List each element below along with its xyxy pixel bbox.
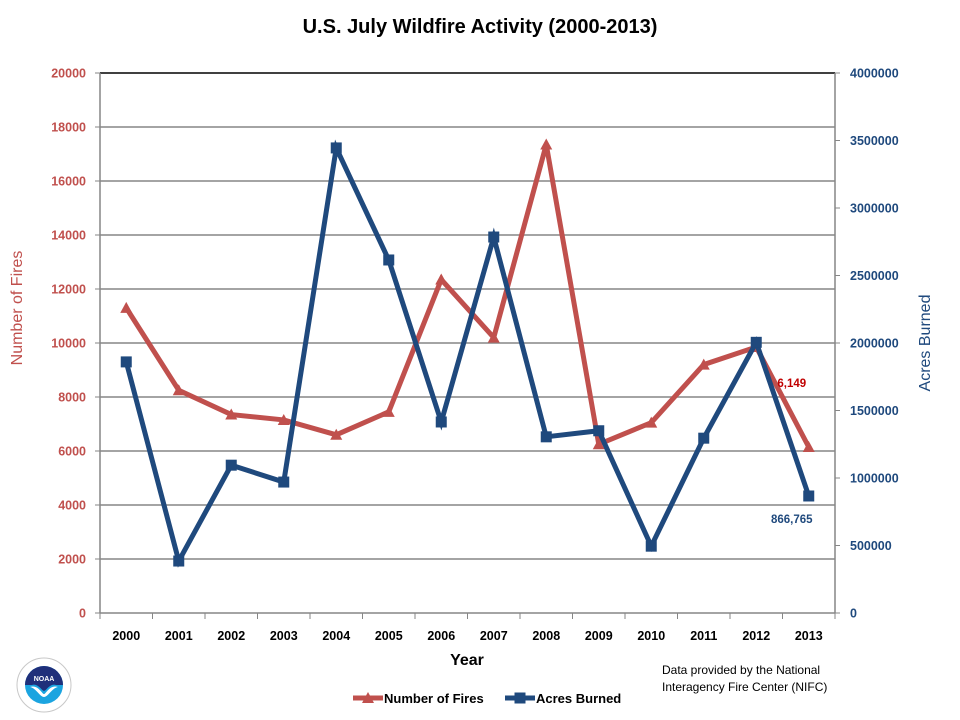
data-point-acres-burned: [173, 555, 185, 567]
data-point-acres-burned: [593, 425, 605, 437]
chart-title: U.S. July Wildfire Activity (2000-2013): [303, 16, 658, 38]
x-tick-label: 2006: [427, 629, 455, 643]
noaa-logo: NOAA: [16, 657, 72, 713]
x-tick-label: 2002: [217, 629, 245, 643]
left-axis-title: Number of Fires: [9, 251, 26, 366]
legend-swatch-marker: [514, 692, 526, 704]
data-point-number-of-fires: [225, 408, 238, 420]
x-tick-label: 2007: [480, 629, 508, 643]
left-axis-ticks: 0 2000 4000 6000 8000 10000 12000 14000 16000 180…: [51, 67, 100, 621]
right-tick-label: 0: [850, 607, 857, 621]
data-point-number-of-fires: [487, 331, 500, 343]
data-point-number-of-fires: [172, 384, 185, 396]
data-point-acres-burned: [435, 416, 447, 428]
data-point-number-of-fires: [697, 358, 710, 370]
data-point-number-of-fires: [540, 138, 553, 150]
data-point-acres-burned: [698, 432, 710, 444]
data-point-number-of-fires: [330, 428, 343, 440]
data-point-number-of-fires: [277, 413, 290, 425]
right-tick-label: 500000: [850, 539, 892, 553]
data-point-acres-burned: [645, 540, 657, 552]
data-point-number-of-fires: [802, 440, 815, 452]
noaa-logo-text: NOAA: [34, 676, 55, 683]
x-tick-label: 2001: [165, 629, 193, 643]
x-axis-title: Year: [450, 652, 484, 669]
right-tick-label: 3500000: [850, 134, 899, 148]
series-group: [120, 138, 815, 568]
right-axis-ticks: 0 500000 1000000 1500000 2000000 2500000 30000…: [835, 67, 899, 621]
x-tick-label: 2009: [585, 629, 613, 643]
data-point-acres-burned: [750, 336, 762, 348]
legend-label: Acres Burned: [536, 691, 621, 706]
gridlines: [100, 72, 835, 560]
source-line-2: Interagency Fire Center (NIFC): [662, 680, 828, 694]
x-tick-label: 2012: [742, 629, 770, 643]
right-tick-label: 2500000: [850, 269, 899, 283]
annotations: 6,149 866,765: [771, 378, 813, 526]
left-tick-label: 8000: [58, 391, 86, 405]
data-point-number-of-fires: [120, 301, 133, 313]
x-tick-label: 2005: [375, 629, 403, 643]
legend-item-number-of-fires: Number of Fires: [353, 691, 484, 706]
legend-item-acres-burned: Acres Burned: [505, 691, 621, 706]
right-axis-title: Acres Burned: [917, 295, 934, 392]
source-line-1: Data provided by the National: [662, 663, 821, 677]
left-tick-label: 16000: [51, 175, 86, 189]
legend: Number of Fires Acres Burned: [353, 691, 621, 706]
right-tick-label: 2000000: [850, 337, 899, 351]
data-point-acres-burned: [278, 476, 290, 488]
left-tick-label: 6000: [58, 445, 86, 459]
x-tick-label: 2011: [690, 629, 717, 643]
left-tick-label: 2000: [58, 553, 86, 567]
left-tick-label: 10000: [51, 337, 86, 351]
x-tick-label: 2010: [637, 629, 665, 643]
left-tick-label: 14000: [51, 229, 86, 243]
series-line-number-of-fires: [124, 143, 811, 449]
right-tick-label: 3000000: [850, 202, 899, 216]
left-tick-label: 4000: [58, 499, 86, 513]
series-line-acres-burned: [123, 139, 812, 568]
data-point-number-of-fires: [645, 416, 658, 428]
source-note: Data provided by the National Interagenc…: [662, 662, 842, 696]
x-tick-label: 2008: [532, 629, 560, 643]
series-acres-burned: [120, 139, 815, 568]
x-tick-label: 2003: [270, 629, 298, 643]
data-label: 866,765: [771, 514, 813, 526]
data-point-acres-burned: [383, 254, 395, 266]
legend-label: Number of Fires: [384, 691, 484, 706]
x-tick-label: 2004: [322, 629, 350, 643]
data-point-number-of-fires: [382, 405, 395, 417]
data-label: 6,149: [777, 378, 806, 390]
right-tick-label: 4000000: [850, 67, 899, 81]
left-tick-label: 20000: [51, 67, 86, 81]
series-number-of-fires: [120, 138, 815, 452]
data-point-number-of-fires: [435, 273, 448, 285]
data-point-acres-burned: [330, 142, 342, 154]
data-point-number-of-fires: [592, 438, 605, 450]
data-point-acres-burned: [225, 459, 237, 471]
data-point-acres-burned: [540, 431, 552, 443]
data-point-acres-burned: [488, 231, 500, 243]
left-tick-label: 12000: [51, 283, 86, 297]
left-tick-label: 0: [79, 607, 86, 621]
x-tick-label: 2000: [112, 629, 140, 643]
data-point-acres-burned: [120, 356, 132, 368]
legend-swatch-marker: [362, 692, 374, 703]
x-axis-ticks: 2000 2001 2002 2003 2004 2005 2006 2007 2008 2009…: [99, 613, 836, 643]
data-point-acres-burned: [803, 490, 815, 502]
x-tick-label: 2013: [795, 629, 823, 643]
right-tick-label: 1000000: [850, 472, 899, 486]
right-tick-label: 1500000: [850, 404, 899, 418]
left-tick-label: 18000: [51, 121, 86, 135]
